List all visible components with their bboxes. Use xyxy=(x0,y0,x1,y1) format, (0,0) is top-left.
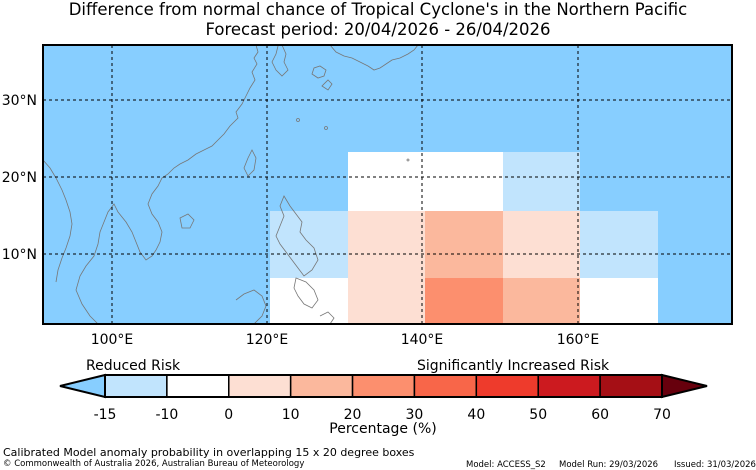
footer-copyright: © Commonwealth of Australia 2026, Austra… xyxy=(3,459,305,469)
grid-box-160e-170e-mid xyxy=(580,211,658,278)
colorbar-segment-2 xyxy=(228,374,292,398)
colorbar-xlabel: Percentage (%) xyxy=(329,421,437,437)
colorbar xyxy=(59,373,708,399)
colorbar-tick-label: 20 xyxy=(343,407,362,423)
colorbar-segment-8 xyxy=(599,374,663,398)
colorbar-segments xyxy=(104,374,663,398)
forecast-period-subtitle: Forecast period: 20/04/2026 - 26/04/2026 xyxy=(205,20,551,39)
lon-label-100e: 100°E xyxy=(91,332,134,348)
increased-risk-label: Significantly Increased Risk xyxy=(417,358,610,374)
graticule xyxy=(43,45,732,324)
colorbar-tick-label: 0 xyxy=(224,407,234,423)
grid-box-150e-160e-upper xyxy=(503,152,580,211)
footer-issued: Issued: 31/03/2026 xyxy=(674,460,756,470)
grid-box-140e-150e-mid xyxy=(425,211,503,278)
grid-box-130e-150e-upper xyxy=(348,152,503,211)
map-frame xyxy=(42,44,733,325)
colorbar-frame xyxy=(104,374,663,398)
lat-label-30n: 30°N xyxy=(2,93,37,109)
colorbar-tick-label: -15 xyxy=(93,407,117,423)
grid-box-150e-160e-low xyxy=(503,278,580,324)
grid-box-140e-150e-low xyxy=(425,278,503,324)
map-title: Difference from normal chance of Tropica… xyxy=(68,0,688,19)
grid-box-120e-130e-mid xyxy=(270,211,348,278)
lon-label-160e: 160°E xyxy=(557,332,600,348)
anomaly-grid-boxes xyxy=(270,152,658,324)
colorbar-tick-label: 10 xyxy=(281,407,300,423)
colorbar-tick-label: 60 xyxy=(591,407,610,423)
grid-box-130e-140e-mid xyxy=(348,211,425,278)
grid-box-120e-130e-low xyxy=(270,278,348,324)
grid-box-150e-160e-mid xyxy=(503,211,580,278)
colorbar-under-arrow xyxy=(59,373,106,399)
lat-label-20n: 20°N xyxy=(2,170,37,186)
footer-note: Calibrated Model anomaly probability in … xyxy=(3,446,415,459)
colorbar-segment-5 xyxy=(413,374,478,398)
lon-label-140e: 140°E xyxy=(401,332,444,348)
colorbar-segment-4 xyxy=(351,374,416,398)
coastlines xyxy=(42,44,419,325)
colorbar-segment-0 xyxy=(104,374,168,398)
colorbar-segment-3 xyxy=(289,374,354,398)
colorbar-over-arrow xyxy=(661,373,708,399)
colorbar-segment-7 xyxy=(537,374,601,398)
colorbar-tick-label: -10 xyxy=(155,407,179,423)
colorbar-tick-label: 70 xyxy=(653,407,671,423)
colorbar-segment-1 xyxy=(166,374,230,398)
colorbar-tick-label: 50 xyxy=(529,407,548,423)
colorbar-tick-label: 30 xyxy=(405,407,424,423)
colorbar-segment-6 xyxy=(475,374,539,398)
footer-model: Model: ACCESS_S2 xyxy=(466,460,546,470)
footer-model-run: Model Run: 29/03/2026 xyxy=(559,460,659,470)
lat-label-10n: 10°N xyxy=(2,247,37,263)
grid-box-160e-170e-low xyxy=(580,278,658,324)
grid-box-130e-140e-low xyxy=(348,278,425,324)
reduced-risk-label: Reduced Risk xyxy=(86,358,181,374)
lon-label-120e: 120°E xyxy=(246,332,289,348)
colorbar-tick-label: 40 xyxy=(467,407,486,423)
